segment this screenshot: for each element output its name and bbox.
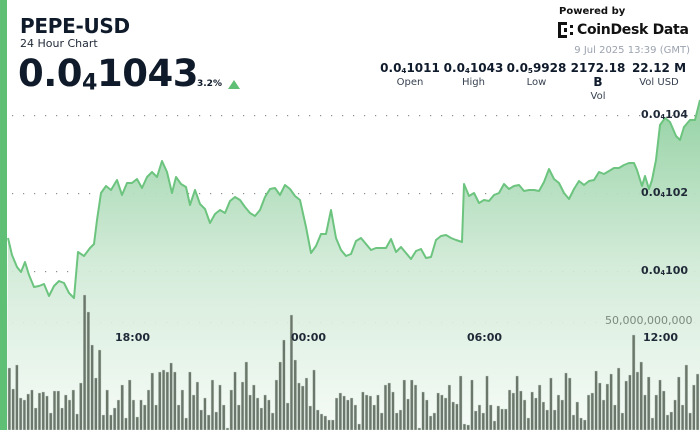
stat-label: High: [462, 77, 485, 89]
price-prefix: 0.0: [18, 52, 83, 95]
stat-vol-usd: 22.12 M Vol USD: [628, 61, 690, 102]
volume-tick-label: 50,000,000,000: [605, 314, 693, 327]
accent-bar: [0, 0, 7, 430]
up-arrow-icon: [228, 80, 240, 89]
price-digits: 1043: [97, 52, 198, 95]
price-zero-count: 4: [82, 69, 97, 96]
stat-open: 0.041011 Open: [378, 61, 442, 102]
x-tick-label: 00:00: [291, 331, 327, 344]
coindesk-logo-icon: [558, 22, 574, 38]
stat-label: Low: [526, 77, 547, 89]
y-tick-label: 0.04100: [641, 264, 689, 277]
stat-value: 0.059928: [506, 61, 567, 76]
change-percent: 3.2%: [197, 79, 222, 89]
stat-label: Vol: [590, 91, 606, 102]
stat-low: 0.059928 Low: [505, 61, 568, 102]
stat-value: 2172.18 B: [570, 61, 626, 89]
volume-bars: [7, 294, 700, 430]
stat-label: Open: [396, 77, 424, 89]
stats-row: 0.041011 Open 0.041043 High 0.059928 Low…: [378, 61, 690, 102]
brand-logo: CoinDesk Data: [558, 22, 689, 38]
stat-value: 0.041011: [380, 61, 440, 76]
price-area: [7, 100, 700, 430]
current-price: 0.041043: [18, 52, 198, 95]
price-line: [7, 99, 700, 299]
timestamp: 9 Jul 2025 13:39 (GMT): [574, 45, 690, 56]
stat-label: Vol USD: [639, 77, 679, 88]
y-tick-label: 0.04104: [641, 108, 689, 121]
x-tick-label: 06:00: [467, 331, 503, 344]
stat-value: 0.041043: [443, 61, 504, 76]
y-tick-label: 0.04102: [641, 186, 689, 199]
stat-vol: 2172.18 B Vol: [568, 61, 628, 102]
x-tick-label: 18:00: [115, 331, 151, 344]
chart-subtitle: 24 Hour Chart: [20, 37, 98, 50]
x-tick-label: 12:00: [643, 331, 679, 344]
powered-by-label: Powered by: [559, 6, 626, 17]
brand-name: CoinDesk Data: [577, 22, 689, 38]
pair-title: PEPE-USD: [20, 14, 130, 38]
stat-value: 22.12 M: [631, 61, 687, 75]
stat-high: 0.041043 High: [442, 61, 505, 102]
